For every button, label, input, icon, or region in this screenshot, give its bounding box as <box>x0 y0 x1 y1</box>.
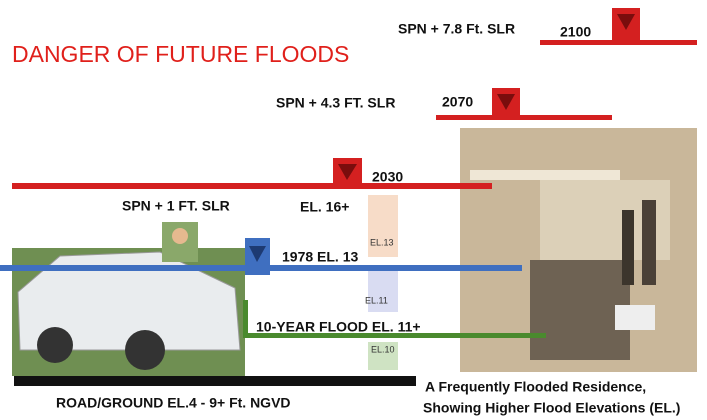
level-year: 2070 <box>442 94 473 110</box>
level-2070-line <box>436 115 612 120</box>
level-label: SPN + 1 FT. SLR <box>122 198 230 214</box>
el13-box <box>368 195 398 257</box>
el11-box <box>368 270 398 312</box>
house-window <box>615 305 655 330</box>
caption: Showing Higher Flood Elevations (EL.) <box>423 400 680 416</box>
ground-bar <box>14 376 416 386</box>
caption: A Frequently Flooded Residence, <box>425 379 646 395</box>
level-label: SPN + 7.8 Ft. SLR <box>398 21 515 37</box>
level-year: 2030 <box>372 169 403 185</box>
house-roof <box>470 170 620 180</box>
person <box>622 210 634 285</box>
level-2030-line <box>12 183 492 189</box>
level-label: 1978 EL. 13 <box>282 249 358 265</box>
car-wheel <box>125 330 165 370</box>
level-label: SPN + 4.3 FT. SLR <box>276 95 395 111</box>
level-label: 10-YEAR FLOOD EL. 11+ <box>256 319 421 335</box>
ground-label: ROAD/GROUND EL.4 - 9+ Ft. NGVD <box>56 395 291 411</box>
level-2100-line <box>540 40 697 45</box>
car-wheel <box>37 327 73 363</box>
page: {"title": "DANGER OF FUTURE FLOODS", "le… <box>0 0 707 420</box>
title: DANGER OF FUTURE FLOODS <box>12 41 349 67</box>
infographic: DANGER OF FUTURE FLOODS SPN + 7.8 Ft. SL… <box>0 0 707 420</box>
level-elevation: EL. 16+ <box>300 199 349 215</box>
level-10yr-stem <box>243 300 248 338</box>
box-label: EL.13 <box>370 237 394 247</box>
box-label: EL.11 <box>365 295 388 305</box>
level-year: 2100 <box>560 24 591 40</box>
box-label: EL.10 <box>371 344 395 354</box>
child-face <box>172 228 188 244</box>
person <box>642 200 656 285</box>
